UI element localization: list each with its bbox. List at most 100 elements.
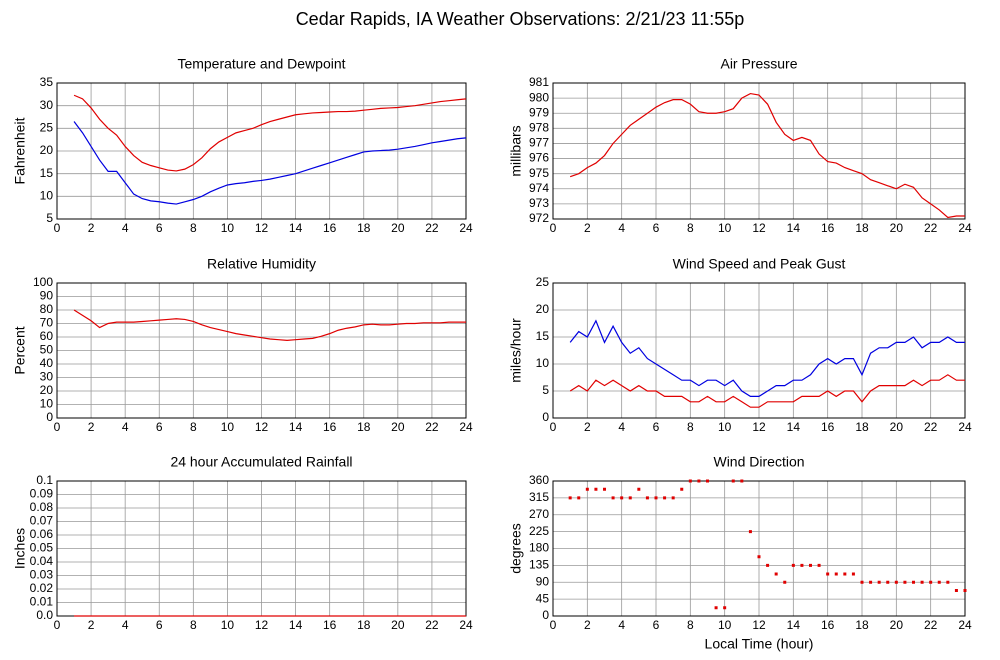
data-line [569, 374, 965, 408]
y-tick-label: 0 [46, 410, 53, 424]
data-point [937, 580, 941, 584]
data-point [757, 555, 761, 559]
y-tick-label: 40 [40, 356, 54, 370]
data-point [688, 479, 692, 483]
data-point [800, 563, 804, 567]
x-tick-label: 6 [653, 221, 660, 235]
x-tick-label: 10 [221, 221, 235, 235]
y-tick-label: 20 [40, 143, 54, 157]
chart-title: Wind Direction [713, 454, 804, 470]
y-tick-label: 0.1 [36, 473, 53, 487]
y-axis-label: miles/hour [508, 318, 524, 383]
x-tick-label: 14 [289, 221, 303, 235]
y-axis-label: Percent [12, 326, 28, 374]
data-point [603, 487, 606, 491]
y-tick-label: 0.08 [30, 500, 54, 514]
x-tick-label: 6 [653, 420, 660, 434]
x-tick-label: 24 [958, 618, 972, 632]
x-tick-label: 0 [54, 420, 61, 434]
y-tick-label: 975 [529, 166, 549, 180]
data-point [834, 572, 838, 576]
y-tick-label: 90 [40, 289, 54, 303]
x-tick-label: 20 [391, 420, 405, 434]
x-tick-label: 18 [855, 221, 869, 235]
x-tick-label: 16 [821, 618, 835, 632]
x-tick-label: 6 [156, 618, 163, 632]
y-tick-label: 10 [40, 189, 54, 203]
y-tick-label: 10 [40, 397, 54, 411]
x-tick-label: 24 [459, 420, 473, 434]
x-tick-label: 22 [924, 618, 938, 632]
data-point [637, 487, 641, 491]
y-tick-label: 30 [40, 98, 54, 112]
x-tick-label: 2 [584, 221, 591, 235]
y-tick-label: 25 [40, 121, 54, 135]
x-tick-label: 8 [687, 420, 694, 434]
y-axis-label: millibars [508, 125, 524, 176]
x-tick-label: 22 [425, 420, 439, 434]
y-tick-label: 35 [40, 75, 54, 89]
x-tick-label: 16 [323, 618, 337, 632]
y-tick-label: 100 [33, 275, 53, 289]
x-tick-label: 18 [855, 618, 869, 632]
data-point [920, 580, 924, 584]
y-tick-label: 972 [529, 211, 549, 225]
x-tick-label: 2 [584, 420, 591, 434]
data-point [886, 580, 890, 584]
y-tick-label: 45 [536, 591, 550, 605]
x-tick-label: 16 [323, 420, 337, 434]
y-tick-label: 981 [529, 75, 549, 89]
x-tick-label: 24 [459, 221, 473, 235]
data-point [843, 572, 847, 576]
x-tick-label: 6 [653, 618, 660, 632]
y-tick-label: 20 [536, 302, 550, 316]
chart-title: Temperature and Dewpoint [177, 56, 345, 72]
x-tick-label: 6 [156, 420, 163, 434]
data-point [748, 530, 752, 534]
x-tick-label: 14 [787, 221, 801, 235]
x-axis-label: Local Time (hour) [705, 636, 814, 652]
y-tick-label: 5 [46, 211, 53, 225]
data-point [697, 479, 701, 483]
plot-frame [56, 82, 467, 220]
data-point [766, 563, 770, 567]
y-tick-label: 0.02 [30, 581, 54, 595]
data-point [954, 589, 958, 592]
plot-frame [56, 282, 467, 419]
y-tick-label: 973 [529, 196, 549, 210]
x-tick-label: 8 [190, 618, 197, 632]
data-point [723, 606, 727, 610]
x-tick-label: 10 [718, 221, 732, 235]
x-tick-label: 18 [357, 618, 371, 632]
x-tick-label: 14 [787, 618, 801, 632]
x-tick-label: 12 [255, 221, 269, 235]
data-point [628, 496, 632, 500]
y-tick-label: 10 [536, 356, 550, 370]
y-tick-label: 0.09 [30, 487, 54, 501]
x-tick-label: 2 [584, 618, 591, 632]
y-tick-label: 360 [529, 473, 549, 487]
x-tick-label: 18 [357, 420, 371, 434]
x-tick-label: 0 [550, 420, 557, 434]
data-point [663, 496, 667, 500]
plot-frame [552, 480, 966, 617]
x-tick-label: 4 [122, 420, 129, 434]
x-tick-label: 18 [357, 221, 371, 235]
x-tick-label: 0 [550, 221, 557, 235]
y-tick-label: 976 [529, 151, 549, 165]
y-axis-label: degrees [508, 523, 524, 574]
y-tick-label: 225 [529, 524, 549, 538]
y-tick-label: 0.05 [30, 541, 54, 555]
x-tick-label: 22 [924, 420, 938, 434]
data-point [912, 580, 915, 584]
data-point [577, 496, 581, 500]
data-point [869, 580, 873, 584]
y-axis-label: Fahrenheit [12, 117, 28, 184]
data-point [903, 580, 907, 584]
data-point [568, 496, 572, 500]
y-tick-label: 974 [529, 181, 549, 195]
y-tick-label: 20 [40, 383, 54, 397]
data-point [877, 580, 881, 584]
